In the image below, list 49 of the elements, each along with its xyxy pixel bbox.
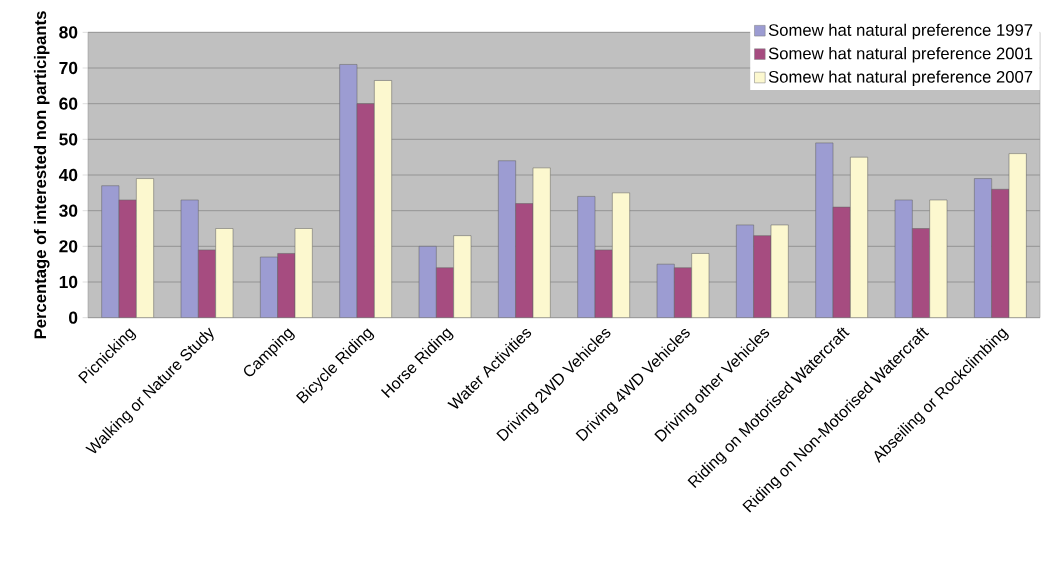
- bar: [357, 103, 375, 318]
- bar: [691, 253, 710, 318]
- bar: [1008, 153, 1027, 318]
- legend-label: Somew hat natural preference 2001: [768, 47, 1033, 63]
- bar: [974, 178, 992, 318]
- bar: [260, 257, 278, 318]
- bar: [991, 189, 1010, 318]
- bar: [929, 199, 948, 318]
- bar: [339, 64, 357, 318]
- bar: [515, 203, 534, 318]
- bar: [657, 264, 675, 318]
- legend-label: Somew hat natural preference 1997: [768, 23, 1033, 40]
- legend-label: Somew hat natural preference 2007: [768, 70, 1033, 87]
- bar: [612, 192, 630, 318]
- y-tick-label: 0: [69, 311, 78, 324]
- y-tick-label: 40: [58, 168, 78, 182]
- bar: [533, 167, 551, 318]
- y-tick-label: 70: [59, 61, 78, 75]
- bar: [453, 235, 472, 318]
- y-tick-label: 20: [59, 240, 78, 253]
- y-tick-label: 10: [59, 275, 78, 289]
- bar: [595, 249, 613, 318]
- bar: [912, 228, 930, 318]
- y-axis-title: Percentage of interested non participants: [33, 11, 50, 339]
- bar: [771, 224, 789, 318]
- bar: [136, 178, 154, 318]
- bar: [198, 249, 216, 318]
- bar: [295, 228, 313, 318]
- bar: [577, 196, 596, 318]
- y-tick-label: 60: [59, 97, 78, 110]
- y-tick-label: 80: [59, 26, 78, 39]
- bar: [753, 235, 772, 318]
- bar: [101, 185, 120, 318]
- bar: [895, 199, 913, 318]
- bar: [736, 224, 754, 318]
- bar: [498, 160, 516, 318]
- y-tick-label: 30: [59, 204, 78, 217]
- bar: [181, 199, 199, 318]
- bar: [215, 228, 233, 318]
- y-tick-label: 50: [59, 133, 78, 146]
- bar: [436, 267, 454, 318]
- bar: [850, 157, 868, 318]
- bar: [277, 253, 296, 318]
- bar: [815, 142, 834, 318]
- bar: [674, 267, 692, 318]
- bar: [833, 207, 851, 318]
- bar: [419, 246, 437, 318]
- bar: [374, 80, 392, 318]
- bar: [119, 199, 137, 318]
